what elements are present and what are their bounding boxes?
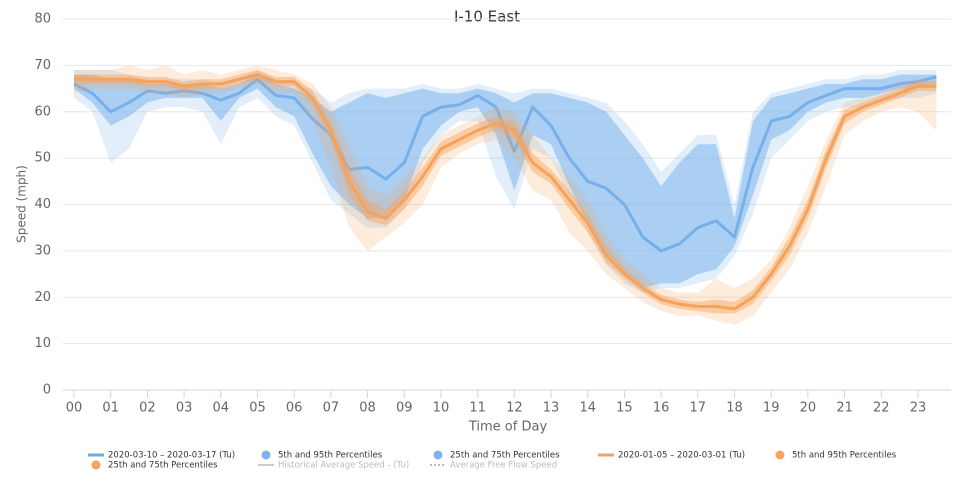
legend-label: 25th and 75th Percentiles: [108, 461, 218, 471]
x-tick-label: 22: [873, 401, 890, 416]
legend-symbol: [433, 450, 443, 460]
percentile-band: [74, 70, 937, 314]
y-tick-label: 30: [34, 243, 51, 258]
chart-title: I-10 East: [454, 8, 520, 26]
x-tick-label: 18: [726, 401, 743, 416]
x-tick-label: 20: [800, 401, 817, 416]
legend-label: 25th and 75th Percentiles: [450, 451, 560, 461]
x-tick-label: 21: [836, 401, 853, 416]
x-tick-label: 05: [249, 401, 266, 416]
legend-label: Historical Average Speed - (Tu): [278, 461, 409, 471]
x-tick-label: 11: [469, 401, 486, 416]
x-tick-label: 07: [323, 401, 340, 416]
x-tick-label: 15: [616, 401, 633, 416]
x-tick-label: 17: [690, 401, 707, 416]
legend-label: 2020-01-05 – 2020-03-01 (Tu): [618, 451, 745, 461]
legend-symbol: [91, 460, 101, 470]
x-axis-label: Time of Day: [468, 420, 548, 435]
percentile-band: [74, 74, 937, 288]
x-tick-label: 14: [579, 401, 596, 416]
legend-label: Average Free Flow Speed: [450, 461, 557, 471]
legend-label: 2020-03-10 – 2020-03-17 (Tu): [108, 451, 235, 461]
legend-symbol: [261, 450, 271, 460]
x-tick-label: 13: [543, 401, 560, 416]
y-tick-label: 70: [34, 58, 51, 73]
y-tick-label: 50: [34, 151, 51, 166]
x-tick-label: 08: [359, 401, 376, 416]
x-tick-label: 06: [286, 401, 303, 416]
x-tick-label: 00: [66, 401, 83, 416]
x-tick-label: 01: [102, 401, 119, 416]
x-tick-label: 10: [433, 401, 450, 416]
x-tick-label: 03: [176, 401, 193, 416]
series-line: [74, 73, 937, 311]
percentile-band: [74, 65, 937, 326]
x-tick-label: 12: [506, 401, 523, 416]
y-tick-label: 60: [34, 104, 51, 119]
x-tick-label: 09: [396, 401, 413, 416]
legend-label: 5th and 95th Percentiles: [792, 451, 897, 461]
legend-label: 5th and 95th Percentiles: [278, 451, 383, 461]
y-axis-label: Speed (mph): [15, 165, 29, 243]
x-tick-label: 19: [763, 401, 780, 416]
x-tick-label: 23: [910, 401, 927, 416]
y-tick-label: 20: [34, 290, 51, 305]
y-tick-label: 10: [34, 336, 51, 351]
x-tick-label: 04: [213, 401, 230, 416]
x-tick-label: 02: [139, 401, 156, 416]
y-tick-label: 40: [34, 197, 51, 212]
y-tick-label: 80: [34, 12, 51, 27]
legend-symbol: [775, 450, 785, 460]
x-tick-label: 16: [653, 401, 670, 416]
y-tick-label: 0: [43, 383, 51, 398]
